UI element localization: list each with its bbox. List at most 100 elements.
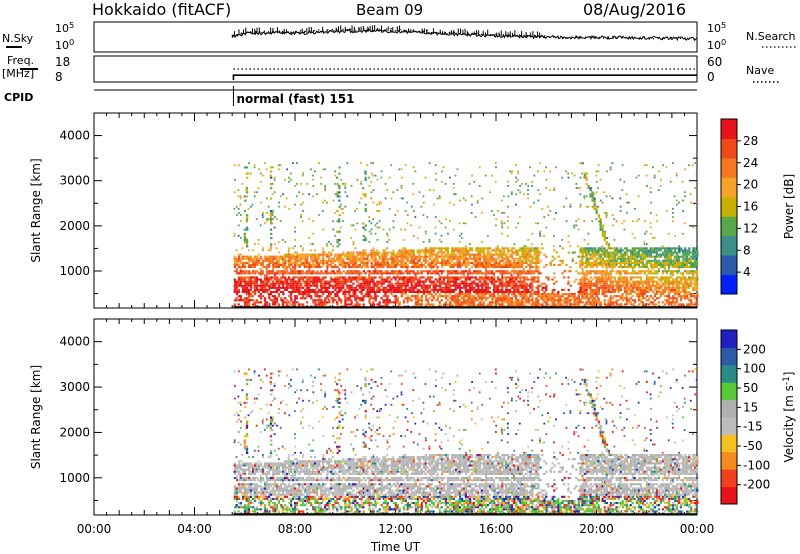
power-cell (541, 295, 544, 298)
power-cell (487, 266, 490, 269)
noise-search-point (621, 36, 623, 38)
power-cell (316, 290, 319, 293)
power-cell (613, 249, 617, 252)
power-cell (619, 276, 622, 279)
power-cell (549, 263, 552, 266)
power-cell (535, 299, 538, 302)
power-cell (625, 280, 629, 283)
power-cell (436, 266, 439, 269)
power-cell (495, 259, 498, 262)
power-cell (521, 261, 524, 264)
power-cell (474, 297, 477, 300)
power-cell (406, 297, 410, 300)
power-cell (348, 290, 351, 293)
power-cell (394, 255, 397, 258)
power-cell (631, 299, 634, 302)
power-cell (372, 278, 375, 281)
power-cell (454, 255, 457, 258)
power-cell (537, 299, 540, 302)
power-cell (467, 263, 470, 266)
noise-search-point (422, 30, 424, 32)
power-cell (258, 278, 261, 281)
power-cell (589, 282, 592, 285)
power-cell (611, 224, 614, 227)
power-cell (270, 212, 273, 215)
power-cell (466, 290, 470, 293)
power-cell (449, 176, 451, 179)
power-cell (452, 270, 456, 273)
power-cell (404, 276, 407, 279)
power-cell (254, 257, 257, 260)
power-cell (515, 263, 518, 266)
power-cell (400, 259, 404, 262)
power-cell (342, 261, 345, 264)
power-cell (255, 280, 258, 283)
power-cell (583, 172, 587, 175)
power-cell (478, 263, 481, 266)
noise-search-point (358, 28, 361, 30)
power-cell (442, 270, 446, 273)
power-cell (607, 257, 610, 260)
power-cell (581, 162, 584, 165)
power-cell (545, 263, 548, 266)
power-cell (513, 286, 516, 289)
power-cell (247, 272, 251, 275)
power-cell (525, 293, 528, 296)
power-cell (398, 286, 401, 289)
power-cell (529, 290, 532, 293)
cpid-label: CPID (4, 91, 33, 104)
power-cell (607, 284, 610, 287)
power-cell (416, 297, 419, 300)
power-cell (440, 251, 444, 254)
power-cell (292, 257, 295, 260)
power-cell (599, 178, 602, 181)
power-cell (322, 272, 325, 275)
power-cell (408, 261, 411, 264)
power-cell (378, 203, 381, 206)
power-cell (420, 270, 423, 273)
power-cell (372, 303, 375, 306)
power-cell (454, 282, 457, 285)
power-cell (597, 170, 600, 173)
power-cell (340, 284, 343, 287)
power-cell (454, 288, 457, 291)
power-cell (414, 299, 417, 302)
power-cell (490, 253, 493, 256)
power-cell (392, 261, 395, 264)
power-cell (587, 253, 590, 256)
power-cell (346, 272, 349, 275)
power-cell (257, 257, 261, 260)
power-cell (490, 263, 494, 266)
power-cell (356, 276, 359, 279)
power-cell (589, 257, 592, 260)
power-cell (549, 210, 552, 212)
power-cell (583, 297, 586, 300)
power-cell (623, 286, 626, 289)
power-cell (633, 280, 636, 283)
power-cell (585, 293, 588, 296)
power-cell (350, 237, 352, 239)
power-cell (283, 270, 287, 273)
power-cell (302, 255, 305, 258)
power-cell (336, 220, 339, 223)
power-cell (493, 301, 496, 304)
power-cell (276, 218, 278, 221)
power-cell (332, 301, 335, 304)
power-cell (619, 297, 623, 300)
power-cell (567, 280, 570, 283)
power-cell (247, 280, 251, 283)
power-cell (428, 272, 432, 275)
power-cell (511, 290, 514, 293)
power-cell (406, 222, 409, 225)
power-cell (569, 303, 572, 306)
power-cell (293, 303, 297, 306)
power-cell (426, 216, 429, 218)
power-cell (601, 226, 604, 229)
power-cell (292, 261, 295, 264)
power-cell (308, 286, 311, 289)
power-cell (496, 278, 500, 281)
power-cell (302, 193, 304, 196)
power-cell (275, 280, 278, 283)
power-cell (342, 270, 345, 273)
power-cell (633, 286, 637, 289)
